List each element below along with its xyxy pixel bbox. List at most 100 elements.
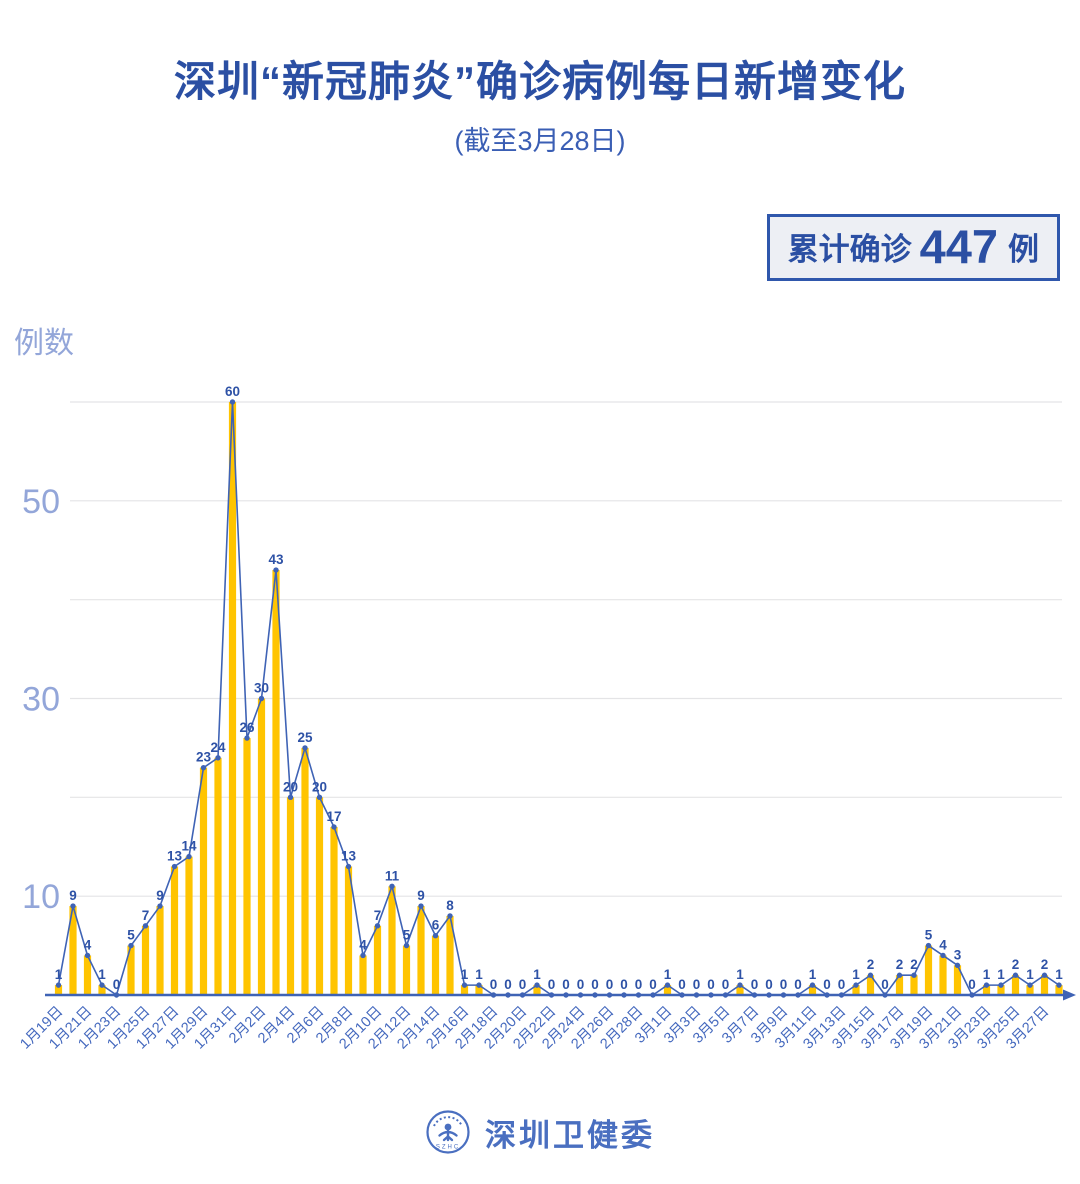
value-label: 0 — [881, 977, 889, 992]
point-marker — [345, 863, 352, 870]
cumulative-total-badge: 累计确诊 447 例 — [766, 214, 1060, 281]
value-label: 14 — [181, 839, 197, 854]
bar — [852, 985, 860, 995]
badge-suffix: 例 — [1008, 232, 1039, 267]
point-marker — [954, 962, 961, 969]
point-marker — [534, 982, 540, 988]
point-marker — [244, 735, 250, 741]
y-tick-label: 30 — [22, 681, 60, 719]
value-label: 5 — [925, 928, 933, 943]
value-label: 4 — [359, 937, 367, 952]
value-label: 8 — [446, 898, 454, 913]
bar — [199, 767, 208, 995]
page-subtitle: (截至3月28日) — [454, 126, 626, 156]
chart-wrap: 例数 10 30 50 1 9 4 1 0 5 7 9 13 14 23 24 60 26 30 43 20 25 20 1… — [0, 297, 1080, 1087]
point-marker — [389, 883, 395, 889]
value-label: 5 — [127, 928, 135, 943]
point-marker — [55, 982, 62, 988]
value-label: 30 — [254, 681, 269, 696]
value-label: 0 — [591, 977, 599, 992]
value-label: 0 — [504, 977, 512, 992]
x-axis-arrow — [1063, 989, 1076, 1001]
bar — [301, 747, 309, 995]
bar — [214, 757, 222, 995]
value-label: 0 — [780, 977, 788, 992]
bar — [736, 985, 744, 995]
point-marker — [418, 903, 424, 909]
value-label: 7 — [374, 908, 382, 923]
point-marker — [200, 764, 207, 771]
value-label: 6 — [432, 918, 440, 933]
point-marker — [925, 942, 932, 949]
value-label: 2 — [1041, 957, 1049, 972]
value-label: 1 — [852, 967, 860, 982]
value-label: 1 — [664, 967, 672, 982]
bar — [373, 925, 382, 995]
bar — [359, 955, 367, 995]
value-label: 2 — [867, 957, 875, 972]
value-label: 1 — [1055, 967, 1063, 982]
value-label: 2 — [896, 957, 904, 972]
bar — [953, 965, 962, 995]
bar — [939, 955, 947, 995]
bar — [997, 985, 1005, 995]
bar — [808, 985, 817, 995]
value-label: 2 — [910, 957, 918, 972]
badge-value: 447 — [919, 220, 998, 273]
badge-row: 累计确诊 447 例 — [0, 214, 1080, 281]
value-label: 1 — [55, 967, 63, 982]
value-label: 20 — [312, 779, 327, 794]
point-marker — [171, 863, 178, 870]
bar — [475, 985, 483, 995]
value-label: 0 — [490, 977, 498, 992]
value-label: 0 — [838, 977, 846, 992]
point-marker — [983, 982, 990, 988]
bar — [127, 945, 135, 995]
y-tick-label: 10 — [22, 878, 60, 916]
point-marker — [1027, 982, 1033, 988]
value-label: 26 — [239, 720, 255, 735]
logo-outer-ring — [426, 1110, 470, 1154]
bar — [1011, 975, 1020, 995]
value-label: 5 — [403, 928, 411, 943]
bar — [344, 866, 353, 995]
point-marker — [432, 933, 439, 939]
logo-text: SZHC — [436, 1145, 460, 1151]
value-label: 20 — [283, 779, 298, 794]
value-label: 1 — [997, 967, 1005, 982]
daily-cases-chart: 例数 1030501941057913142324602630432025201… — [14, 327, 1076, 1052]
value-label: 9 — [69, 888, 77, 903]
value-label: 43 — [268, 552, 284, 567]
value-label: 11 — [385, 868, 400, 883]
bar — [910, 975, 918, 995]
org-name: 深圳卫健委 — [485, 1117, 655, 1153]
header: 深圳“新冠肺炎”确诊病例每日新增变化 (截至3月28日) — [0, 0, 1080, 158]
value-label: 0 — [765, 977, 773, 992]
value-label: 4 — [84, 937, 92, 952]
point-marker — [229, 399, 236, 405]
bar — [1040, 975, 1049, 995]
badge-prefix: 累计确诊 — [787, 232, 912, 267]
point-marker — [998, 982, 1004, 988]
value-label: 0 — [823, 977, 831, 992]
bar — [69, 906, 77, 995]
value-label: 0 — [606, 977, 614, 992]
value-label: 13 — [341, 849, 357, 864]
value-label: 24 — [210, 740, 226, 755]
point-marker — [896, 972, 903, 978]
point-marker — [360, 952, 366, 959]
point-marker — [911, 972, 917, 978]
bar — [83, 955, 92, 995]
bar — [431, 935, 440, 995]
value-label: 0 — [562, 977, 570, 992]
value-label: 4 — [939, 937, 947, 952]
value-label: 1 — [1026, 967, 1034, 982]
value-label: 1 — [736, 967, 744, 982]
logo-ring-text-arc — [433, 1116, 463, 1127]
value-label: 0 — [968, 977, 976, 992]
bar — [417, 906, 425, 995]
bar — [533, 985, 541, 995]
bar — [257, 698, 266, 995]
point-marker — [1056, 982, 1062, 988]
